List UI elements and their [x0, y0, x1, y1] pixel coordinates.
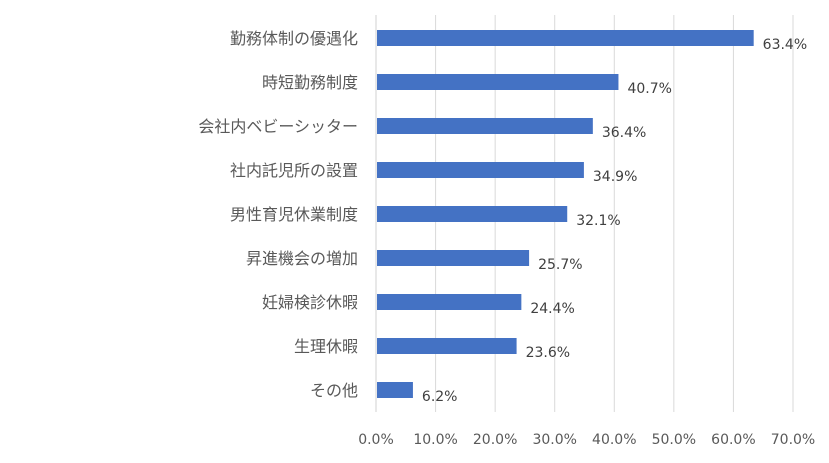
category-label: 昇進機会の増加 [246, 249, 358, 268]
data-labels: 63.4% 40.7% 36.4% 34.9% 32.1% 25.7% 24.4% 23.6%… [422, 37, 807, 405]
bar [377, 338, 517, 354]
bar [377, 118, 593, 134]
category-label: 勤務体制の優遇化 [230, 29, 358, 48]
bar [377, 206, 568, 222]
x-tick-label: 50.0% [652, 432, 696, 448]
category-label: 生理休暇 [294, 337, 358, 356]
category-label: その他 [310, 381, 358, 400]
x-tick-labels: 0.0% 10.0% 20.0% 30.0% 40.0% 50.0% 60.0% 70.0% [358, 432, 815, 448]
category-label: 会社内ベビーシッター [198, 117, 358, 136]
bars [377, 30, 754, 398]
data-label: 25.7% [538, 257, 582, 273]
bar [377, 250, 530, 266]
data-label: 34.9% [593, 169, 637, 185]
x-tick-label: 60.0% [711, 432, 755, 448]
data-label: 6.2% [422, 389, 458, 405]
data-label: 36.4% [602, 125, 646, 141]
bar [377, 74, 619, 90]
bar [377, 30, 754, 46]
bar [377, 294, 522, 310]
category-label: 社内託児所の設置 [230, 161, 358, 180]
data-label: 32.1% [576, 213, 620, 229]
data-label: 63.4% [763, 37, 807, 53]
x-tick-label: 0.0% [358, 432, 394, 448]
category-labels: 勤務体制の優遇化時短勤務制度会社内ベビーシッター社内託児所の設置男性育児休業制度… [198, 29, 358, 400]
category-label: 時短勤務制度 [262, 73, 358, 92]
bar [377, 382, 413, 398]
x-tick-label: 70.0% [771, 432, 815, 448]
data-label: 40.7% [627, 81, 671, 97]
data-label: 23.6% [526, 345, 570, 361]
x-tick-label: 10.0% [413, 432, 457, 448]
bar [377, 162, 584, 178]
x-tick-label: 30.0% [532, 432, 576, 448]
x-tick-label: 40.0% [592, 432, 636, 448]
category-label: 男性育児休業制度 [230, 205, 358, 224]
data-label: 24.4% [530, 301, 574, 317]
x-tick-label: 20.0% [473, 432, 517, 448]
category-label: 妊婦検診休暇 [262, 293, 358, 312]
